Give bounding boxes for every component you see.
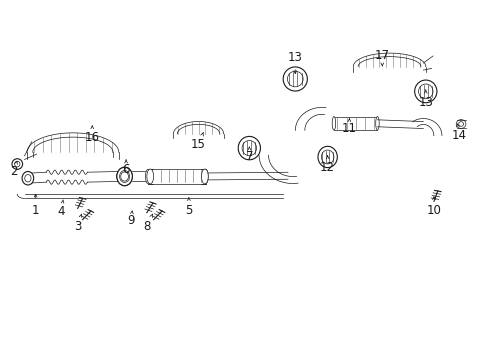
Text: 2: 2 bbox=[10, 161, 17, 177]
Text: 10: 10 bbox=[426, 197, 441, 217]
Ellipse shape bbox=[22, 171, 34, 185]
Ellipse shape bbox=[25, 175, 31, 182]
Ellipse shape bbox=[203, 169, 208, 184]
Text: 16: 16 bbox=[84, 125, 100, 144]
Text: 13: 13 bbox=[287, 51, 302, 73]
Ellipse shape bbox=[287, 71, 303, 87]
Text: 3: 3 bbox=[74, 214, 81, 233]
Ellipse shape bbox=[242, 140, 256, 156]
Ellipse shape bbox=[120, 171, 129, 183]
Ellipse shape bbox=[238, 136, 260, 160]
Ellipse shape bbox=[375, 117, 378, 130]
Ellipse shape bbox=[331, 117, 335, 130]
Text: 6: 6 bbox=[122, 160, 129, 176]
Text: 11: 11 bbox=[341, 119, 356, 135]
Ellipse shape bbox=[12, 159, 22, 169]
Ellipse shape bbox=[321, 150, 333, 164]
Ellipse shape bbox=[117, 167, 132, 186]
Text: 12: 12 bbox=[320, 156, 334, 174]
Text: 9: 9 bbox=[127, 211, 134, 227]
Text: 15: 15 bbox=[191, 132, 205, 151]
Ellipse shape bbox=[15, 161, 20, 167]
Text: 5: 5 bbox=[185, 198, 192, 217]
Text: 8: 8 bbox=[143, 214, 152, 233]
Ellipse shape bbox=[418, 84, 432, 99]
Ellipse shape bbox=[201, 169, 208, 184]
Text: 13: 13 bbox=[418, 90, 432, 108]
Ellipse shape bbox=[455, 120, 465, 129]
Ellipse shape bbox=[458, 122, 463, 126]
Ellipse shape bbox=[117, 167, 132, 186]
Text: 14: 14 bbox=[451, 123, 466, 142]
Ellipse shape bbox=[414, 80, 436, 103]
Ellipse shape bbox=[283, 67, 307, 91]
Text: 4: 4 bbox=[57, 200, 64, 219]
Ellipse shape bbox=[146, 169, 153, 184]
Text: 7: 7 bbox=[245, 147, 253, 163]
Text: 1: 1 bbox=[32, 194, 40, 217]
Ellipse shape bbox=[145, 169, 150, 184]
Ellipse shape bbox=[121, 172, 128, 181]
Ellipse shape bbox=[317, 146, 337, 168]
Text: 17: 17 bbox=[374, 49, 389, 66]
